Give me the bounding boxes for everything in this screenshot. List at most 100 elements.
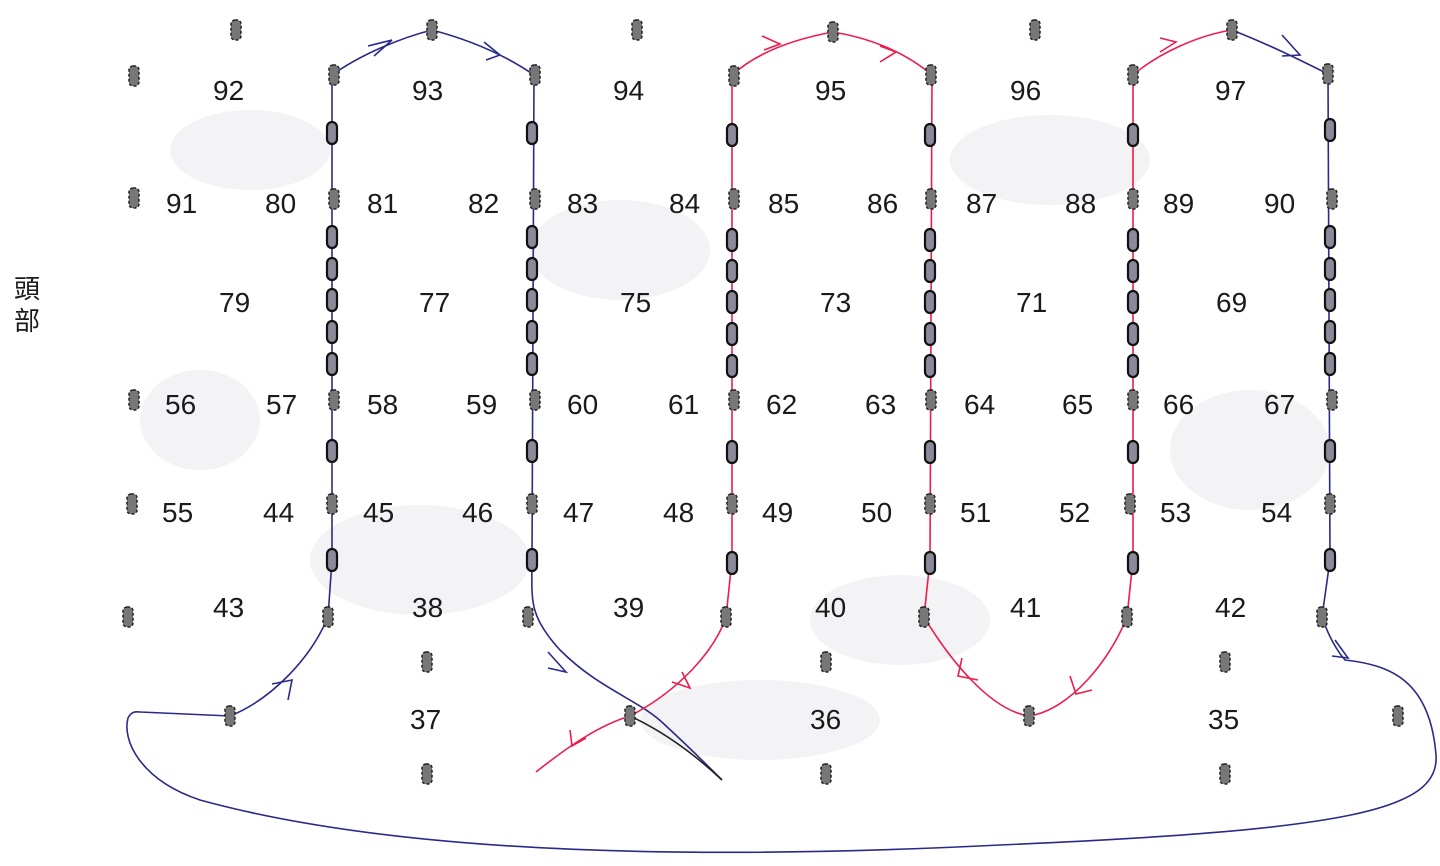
coil-electrode-marker bbox=[1323, 319, 1337, 345]
site-marker bbox=[631, 19, 643, 41]
coil-electrode-marker bbox=[1323, 351, 1337, 377]
direction-arrow-icon bbox=[879, 45, 898, 63]
site-marker bbox=[122, 606, 134, 628]
blue-coil-path bbox=[126, 29, 1437, 854]
site-marker bbox=[128, 65, 140, 87]
direction-arrow-icon bbox=[671, 671, 692, 690]
cell-number-label: 38 bbox=[412, 592, 443, 623]
cell-number-label: 57 bbox=[266, 389, 297, 420]
cell-number-label: 80 bbox=[265, 188, 296, 219]
cell-number-label: 95 bbox=[815, 75, 846, 106]
cell-number-label: 35 bbox=[1208, 704, 1239, 735]
cell-number-label: 41 bbox=[1010, 592, 1041, 623]
cell-number-label: 42 bbox=[1215, 592, 1246, 623]
site-marker bbox=[925, 389, 937, 411]
cell-number-label: 40 bbox=[815, 592, 846, 623]
coil-electrode-marker bbox=[1323, 224, 1337, 250]
cell-number-label: 71 bbox=[1016, 287, 1047, 318]
coil-electrode-marker bbox=[923, 258, 937, 284]
cell-number-label: 79 bbox=[219, 287, 250, 318]
site-marker bbox=[1127, 188, 1139, 210]
site-marker bbox=[720, 606, 732, 628]
site-marker bbox=[529, 188, 541, 210]
cell-number-label: 63 bbox=[865, 389, 896, 420]
coil-electrode-marker bbox=[725, 550, 739, 576]
site-marker bbox=[1127, 389, 1139, 411]
cell-number-label: 36 bbox=[810, 704, 841, 735]
site-marker bbox=[128, 389, 140, 411]
direction-arrow-icon bbox=[1281, 34, 1302, 57]
coil-electrode-marker bbox=[725, 289, 739, 315]
direction-arrow-icon bbox=[957, 657, 979, 681]
red-coil-path bbox=[535, 29, 1233, 773]
cell-number-label: 96 bbox=[1010, 75, 1041, 106]
site-marker bbox=[224, 705, 236, 727]
coil-electrode-marker bbox=[725, 439, 739, 465]
coil-electrode-marker bbox=[725, 353, 739, 379]
site-marker bbox=[526, 493, 538, 515]
cell-number-label: 81 bbox=[367, 188, 398, 219]
background-pattern bbox=[140, 110, 1330, 760]
cell-number-label: 82 bbox=[468, 188, 499, 219]
cell-number-label: 94 bbox=[613, 75, 644, 106]
cell-number-label: 48 bbox=[663, 497, 694, 528]
cell-number-label: 55 bbox=[162, 497, 193, 528]
cell-number-label: 85 bbox=[768, 188, 799, 219]
site-marker bbox=[230, 19, 242, 41]
direction-arrow-icon bbox=[547, 651, 569, 674]
black-lead-path bbox=[629, 715, 723, 781]
coil-electrode-marker bbox=[525, 351, 539, 377]
site-marker bbox=[326, 493, 338, 515]
site-marker bbox=[1219, 651, 1231, 673]
site-marker bbox=[421, 651, 433, 673]
number-labels: 92 93 94 95 96 97 91 80 81 82 83 84 85 86 87 88 89 90 79 77… bbox=[162, 75, 1295, 735]
coil-electrode-marker bbox=[1323, 117, 1337, 143]
coil-electrode-marker bbox=[1126, 321, 1140, 347]
coil-electrode-marker bbox=[1126, 550, 1140, 576]
cell-number-label: 54 bbox=[1261, 497, 1292, 528]
cell-number-label: 59 bbox=[466, 389, 497, 420]
site-marker bbox=[1226, 19, 1238, 41]
coil-electrode-marker bbox=[325, 224, 339, 250]
cell-number-label: 43 bbox=[213, 592, 244, 623]
site-marker bbox=[1324, 493, 1336, 515]
coil-electrode-marker bbox=[1323, 287, 1337, 313]
site-marker bbox=[1326, 188, 1338, 210]
site-marker bbox=[128, 187, 140, 209]
site-marker bbox=[1219, 763, 1231, 785]
coil-electrode-marker bbox=[325, 287, 339, 313]
site-marker bbox=[1023, 705, 1035, 727]
cell-number-label: 52 bbox=[1059, 497, 1090, 528]
site-marker bbox=[328, 188, 340, 210]
site-marker bbox=[726, 493, 738, 515]
cell-number-label: 91 bbox=[166, 188, 197, 219]
site-marker bbox=[728, 65, 740, 87]
site-marker bbox=[820, 651, 832, 673]
direction-arrow-icon bbox=[271, 678, 294, 701]
coil-electrode-marker bbox=[1126, 439, 1140, 465]
coil-electrode-marker bbox=[325, 319, 339, 345]
marker-layer bbox=[122, 19, 1404, 785]
coil-electrode-marker bbox=[525, 120, 539, 146]
direction-arrow-icon bbox=[1159, 37, 1179, 53]
direction-arrow-icon bbox=[367, 39, 393, 57]
site-marker bbox=[529, 389, 541, 411]
coil-electrode-marker bbox=[525, 256, 539, 282]
cell-number-label: 92 bbox=[213, 75, 244, 106]
cell-number-label: 45 bbox=[363, 497, 394, 528]
coil-electrode-marker bbox=[1126, 122, 1140, 148]
coil-electrode-marker bbox=[325, 351, 339, 377]
cell-number-label: 53 bbox=[1160, 497, 1191, 528]
cell-number-label: 61 bbox=[668, 389, 699, 420]
cell-number-label: 44 bbox=[263, 497, 294, 528]
cell-number-label: 73 bbox=[820, 287, 851, 318]
cell-number-label: 89 bbox=[1163, 188, 1194, 219]
site-marker bbox=[728, 389, 740, 411]
site-marker bbox=[1121, 606, 1133, 628]
cell-number-label: 56 bbox=[165, 389, 196, 420]
coil-electrode-marker bbox=[1126, 289, 1140, 315]
coil-paths bbox=[126, 29, 1437, 854]
cell-number-label: 62 bbox=[766, 389, 797, 420]
coil-electrode-marker bbox=[1323, 256, 1337, 282]
coil-electrode-marker bbox=[923, 439, 937, 465]
